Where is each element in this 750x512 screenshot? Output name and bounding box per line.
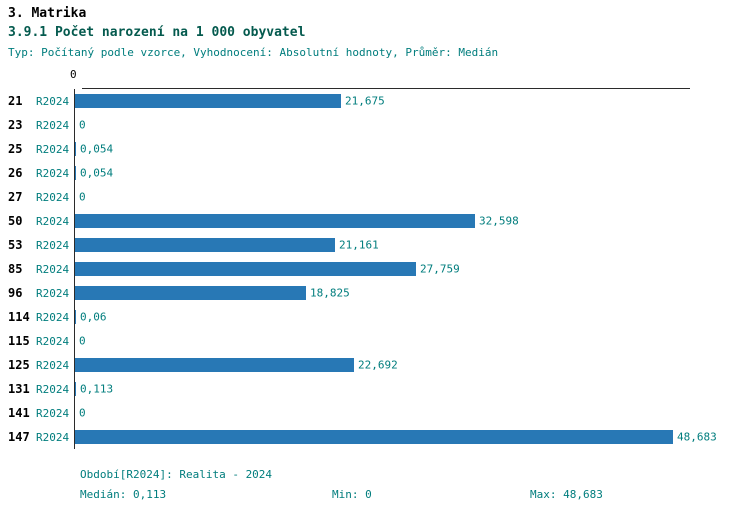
bar xyxy=(75,310,76,324)
row-series-label: R2024 xyxy=(36,382,70,396)
row-category-label: 131 xyxy=(8,382,30,396)
row-category-label: 27 xyxy=(8,190,23,204)
stat-median: Medián: 0,113 xyxy=(80,488,167,501)
bar xyxy=(75,286,306,300)
row-category-label: 114 xyxy=(8,310,30,324)
bar-value-label: 0,113 xyxy=(80,382,114,396)
row-bar-track: 21,675 xyxy=(74,89,742,113)
row-category-label: 21 xyxy=(8,94,23,108)
chart-row: 147 R2024 48,683 xyxy=(0,425,742,449)
bar xyxy=(75,166,76,180)
row-series-label: R2024 xyxy=(36,166,70,180)
row-bar-track: 0 xyxy=(74,113,742,137)
row-series-label: R2024 xyxy=(36,334,70,348)
bar-value-label: 0 xyxy=(79,118,86,132)
row-bar-track: 32,598 xyxy=(74,209,742,233)
chart-meta-info: Typ: Počítaný podle vzorce, Vyhodnocení:… xyxy=(8,46,499,59)
bar-value-label: 0 xyxy=(79,334,86,348)
row-category-label: 26 xyxy=(8,166,23,180)
chart-row: 131 R2024 0,113 xyxy=(0,377,742,401)
bar-value-label: 27,759 xyxy=(420,262,460,276)
chart-row: 25 R2024 0,054 xyxy=(0,137,742,161)
bar-value-label: 32,598 xyxy=(479,214,519,228)
bar-value-label: 18,825 xyxy=(310,286,350,300)
chart-row: 85 R2024 27,759 xyxy=(0,257,742,281)
row-bar-track: 27,759 xyxy=(74,257,742,281)
row-category-label: 23 xyxy=(8,118,23,132)
row-category-label: 141 xyxy=(8,406,30,420)
chart-row: 141 R2024 0 xyxy=(0,401,742,425)
row-series-label: R2024 xyxy=(36,238,70,252)
row-category-label: 50 xyxy=(8,214,23,228)
chart-row: 53 R2024 21,161 xyxy=(0,233,742,257)
bar xyxy=(75,94,341,108)
bar xyxy=(75,238,335,252)
stat-min: Min: 0 xyxy=(332,488,372,501)
bar xyxy=(75,382,76,396)
bar-value-label: 0 xyxy=(79,190,86,204)
bar-value-label: 48,683 xyxy=(677,430,717,444)
chart-row: 26 R2024 0,054 xyxy=(0,161,742,185)
chart-row: 115 R2024 0 xyxy=(0,329,742,353)
row-series-label: R2024 xyxy=(36,214,70,228)
bar-chart: 21 R2024 21,675 23 R2024 0 25 R2024 0,054 26 R2024… xyxy=(0,89,742,449)
legend-period: Období[R2024]: Realita - 2024 xyxy=(80,468,273,481)
row-bar-track: 48,683 xyxy=(74,425,742,449)
row-bar-track: 18,825 xyxy=(74,281,742,305)
chart-row: 50 R2024 32,598 xyxy=(0,209,742,233)
bar-value-label: 0,054 xyxy=(80,166,114,180)
row-bar-track: 22,692 xyxy=(74,353,742,377)
row-bar-track: 21,161 xyxy=(74,233,742,257)
bar-value-label: 22,692 xyxy=(358,358,398,372)
chart-row: 96 R2024 18,825 xyxy=(0,281,742,305)
bar-value-label: 21,161 xyxy=(339,238,379,252)
bar xyxy=(75,430,673,444)
bar xyxy=(75,142,76,156)
row-bar-track: 0,06 xyxy=(74,305,742,329)
bar-value-label: 21,675 xyxy=(345,94,385,108)
row-bar-track: 0,113 xyxy=(74,377,742,401)
row-series-label: R2024 xyxy=(36,190,70,204)
page-title: 3. Matrika xyxy=(8,6,87,21)
chart-row: 125 R2024 22,692 xyxy=(0,353,742,377)
bar xyxy=(75,214,475,228)
row-bar-track: 0 xyxy=(74,329,742,353)
stat-max: Max: 48,683 xyxy=(530,488,603,501)
row-series-label: R2024 xyxy=(36,286,70,300)
chart-row: 23 R2024 0 xyxy=(0,113,742,137)
row-category-label: 85 xyxy=(8,262,23,276)
x-axis-zero-label: 0 xyxy=(70,68,77,81)
row-category-label: 147 xyxy=(8,430,30,444)
row-bar-track: 0,054 xyxy=(74,161,742,185)
row-series-label: R2024 xyxy=(36,142,70,156)
row-category-label: 53 xyxy=(8,238,23,252)
row-bar-track: 0 xyxy=(74,401,742,425)
row-series-label: R2024 xyxy=(36,262,70,276)
chart-row: 27 R2024 0 xyxy=(0,185,742,209)
bar xyxy=(75,262,416,276)
chart-row: 114 R2024 0,06 xyxy=(0,305,742,329)
row-category-label: 125 xyxy=(8,358,30,372)
row-series-label: R2024 xyxy=(36,310,70,324)
row-series-label: R2024 xyxy=(36,406,70,420)
row-series-label: R2024 xyxy=(36,358,70,372)
row-category-label: 25 xyxy=(8,142,23,156)
chart-row: 21 R2024 21,675 xyxy=(0,89,742,113)
bar-value-label: 0 xyxy=(79,406,86,420)
chart-title: 3.9.1 Počet narození na 1 000 obyvatel xyxy=(8,25,306,40)
bar xyxy=(75,358,354,372)
bar-value-label: 0,06 xyxy=(80,310,107,324)
bar-value-label: 0,054 xyxy=(80,142,114,156)
row-bar-track: 0 xyxy=(74,185,742,209)
row-series-label: R2024 xyxy=(36,430,70,444)
row-series-label: R2024 xyxy=(36,94,70,108)
row-category-label: 96 xyxy=(8,286,23,300)
x-axis-line xyxy=(82,88,690,89)
row-bar-track: 0,054 xyxy=(74,137,742,161)
row-series-label: R2024 xyxy=(36,118,70,132)
row-category-label: 115 xyxy=(8,334,30,348)
